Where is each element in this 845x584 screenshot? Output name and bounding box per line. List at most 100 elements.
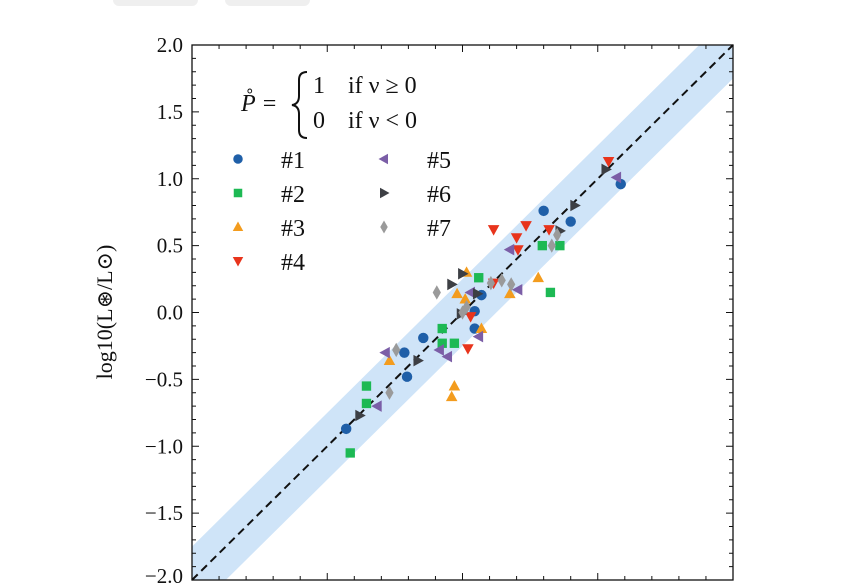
data-point-triangle-right — [601, 163, 612, 176]
case-value: 1 — [313, 73, 325, 99]
data-point-triangle-left — [379, 346, 390, 359]
data-point-square — [345, 448, 355, 458]
data-point-triangle-right — [447, 278, 458, 291]
data-point-triangle-right — [472, 288, 484, 300]
data-point-diamond — [392, 342, 401, 358]
data-point-triangle-up — [532, 271, 545, 283]
legend-marker-circle — [233, 154, 243, 164]
toolbar-button[interactable] — [113, 0, 198, 6]
legend: #1 #2 #3 #4 #5 #6 #7 — [232, 148, 451, 276]
data-point-triangle-down — [464, 312, 477, 323]
data-point-diamond — [432, 285, 441, 300]
y-tick-label: −2.0 — [145, 564, 183, 584]
data-point-triangle-left — [464, 286, 476, 299]
data-point-triangle-left — [371, 400, 382, 412]
data-point-triangle-down — [487, 225, 500, 236]
data-point-triangle-up — [383, 354, 396, 366]
y-tick-label: 0.5 — [157, 234, 183, 258]
data-point-triangle-down — [543, 225, 555, 236]
data-point-triangle-down — [512, 245, 524, 256]
data-point-square — [545, 287, 556, 298]
brace-icon — [291, 71, 308, 139]
legend-marker-triangle-right — [380, 187, 390, 199]
data-point-triangle-up — [445, 390, 458, 402]
data-point-circle — [401, 371, 413, 382]
legend-item: #3 — [232, 216, 305, 242]
legend-item: #7 — [380, 216, 451, 242]
legend-item: #2 — [233, 182, 305, 208]
data-point-circle — [399, 347, 410, 358]
data-point-triangle-down — [510, 233, 523, 244]
data-point-triangle-up — [448, 380, 461, 391]
legend-label: #7 — [427, 216, 451, 242]
data-point-triangle-up — [451, 287, 463, 299]
data-point-diamond — [385, 385, 394, 400]
data-point-square — [537, 240, 547, 251]
data-point-diamond — [507, 277, 516, 292]
legend-marker-triangle-up — [232, 221, 244, 231]
data-point-circle — [418, 332, 429, 344]
data-point-circle — [538, 205, 549, 217]
data-point-square — [437, 338, 447, 348]
data-point-triangle-right — [413, 354, 424, 367]
data-point-triangle-down — [462, 344, 474, 355]
y-tick-label: −1.0 — [145, 434, 183, 458]
y-tick-label: 0.0 — [157, 301, 183, 325]
data-point-triangle-up — [475, 322, 488, 333]
case-condition: if ν < 0 — [348, 108, 417, 134]
legend-marker-triangle-down — [232, 257, 244, 267]
data-point-triangle-right — [355, 409, 366, 422]
legend-label: #5 — [427, 148, 451, 174]
equation-annotation: P̊ = 1 if ν ≥ 0 0 if ν < 0 — [240, 71, 417, 139]
y-tick-label: −1.5 — [145, 501, 183, 525]
data-point-diamond — [547, 238, 556, 253]
legend-label: #4 — [281, 250, 305, 276]
legend-item: #4 — [232, 250, 305, 276]
legend-marker-diamond — [380, 220, 388, 234]
data-point-triangle-left — [441, 350, 453, 363]
case-value: 0 — [313, 108, 325, 134]
data-point-triangle-up — [504, 287, 516, 299]
points-layer — [340, 156, 626, 458]
data-point-triangle-left — [503, 243, 515, 256]
data-point-diamond — [486, 275, 496, 291]
data-point-triangle-left — [511, 283, 523, 296]
legend-item: #5 — [378, 148, 451, 174]
legend-label: #6 — [427, 182, 451, 208]
y-axis-label: log10(L⊛/L⊙) — [92, 245, 117, 380]
legend-label: #3 — [281, 216, 305, 242]
y-tick-label: −0.5 — [145, 367, 183, 391]
toolbar-button[interactable] — [225, 0, 310, 6]
data-point-diamond — [553, 227, 562, 243]
equation-lhs: P̊ = — [240, 90, 277, 117]
legend-marker-triangle-left — [378, 153, 388, 165]
data-point-triangle-left — [433, 344, 444, 356]
data-point-triangle-right — [570, 199, 581, 212]
data-point-square — [474, 273, 484, 283]
data-point-triangle-right — [458, 267, 469, 280]
legend-marker-square — [233, 188, 243, 198]
data-point-square — [437, 323, 447, 334]
data-point-triangle-up — [459, 293, 471, 304]
data-point-triangle-down — [602, 156, 615, 168]
axes — [191, 44, 734, 581]
data-point-diamond — [458, 305, 467, 320]
y-tick-label: 2.0 — [157, 33, 183, 57]
data-point-circle — [565, 216, 576, 227]
data-point-triangle-down — [520, 221, 532, 232]
data-point-circle — [340, 423, 352, 435]
legend-item: #6 — [380, 182, 451, 208]
data-point-square — [449, 338, 460, 348]
data-point-diamond — [497, 273, 506, 288]
legend-label: #1 — [281, 148, 305, 174]
data-point-triangle-left — [610, 171, 622, 184]
data-point-square — [361, 381, 372, 391]
legend-label: #2 — [281, 182, 305, 208]
data-point-square — [361, 398, 372, 409]
legend-item: #1 — [233, 148, 305, 174]
case-condition: if ν ≥ 0 — [348, 73, 417, 99]
y-tick-label: 1.5 — [157, 100, 183, 124]
y-tick-labels: −2.0 −1.5 −1.0 −0.5 0.0 0.5 1.0 1.5 2.0 — [145, 33, 183, 584]
data-point-triangle-left — [472, 330, 484, 343]
